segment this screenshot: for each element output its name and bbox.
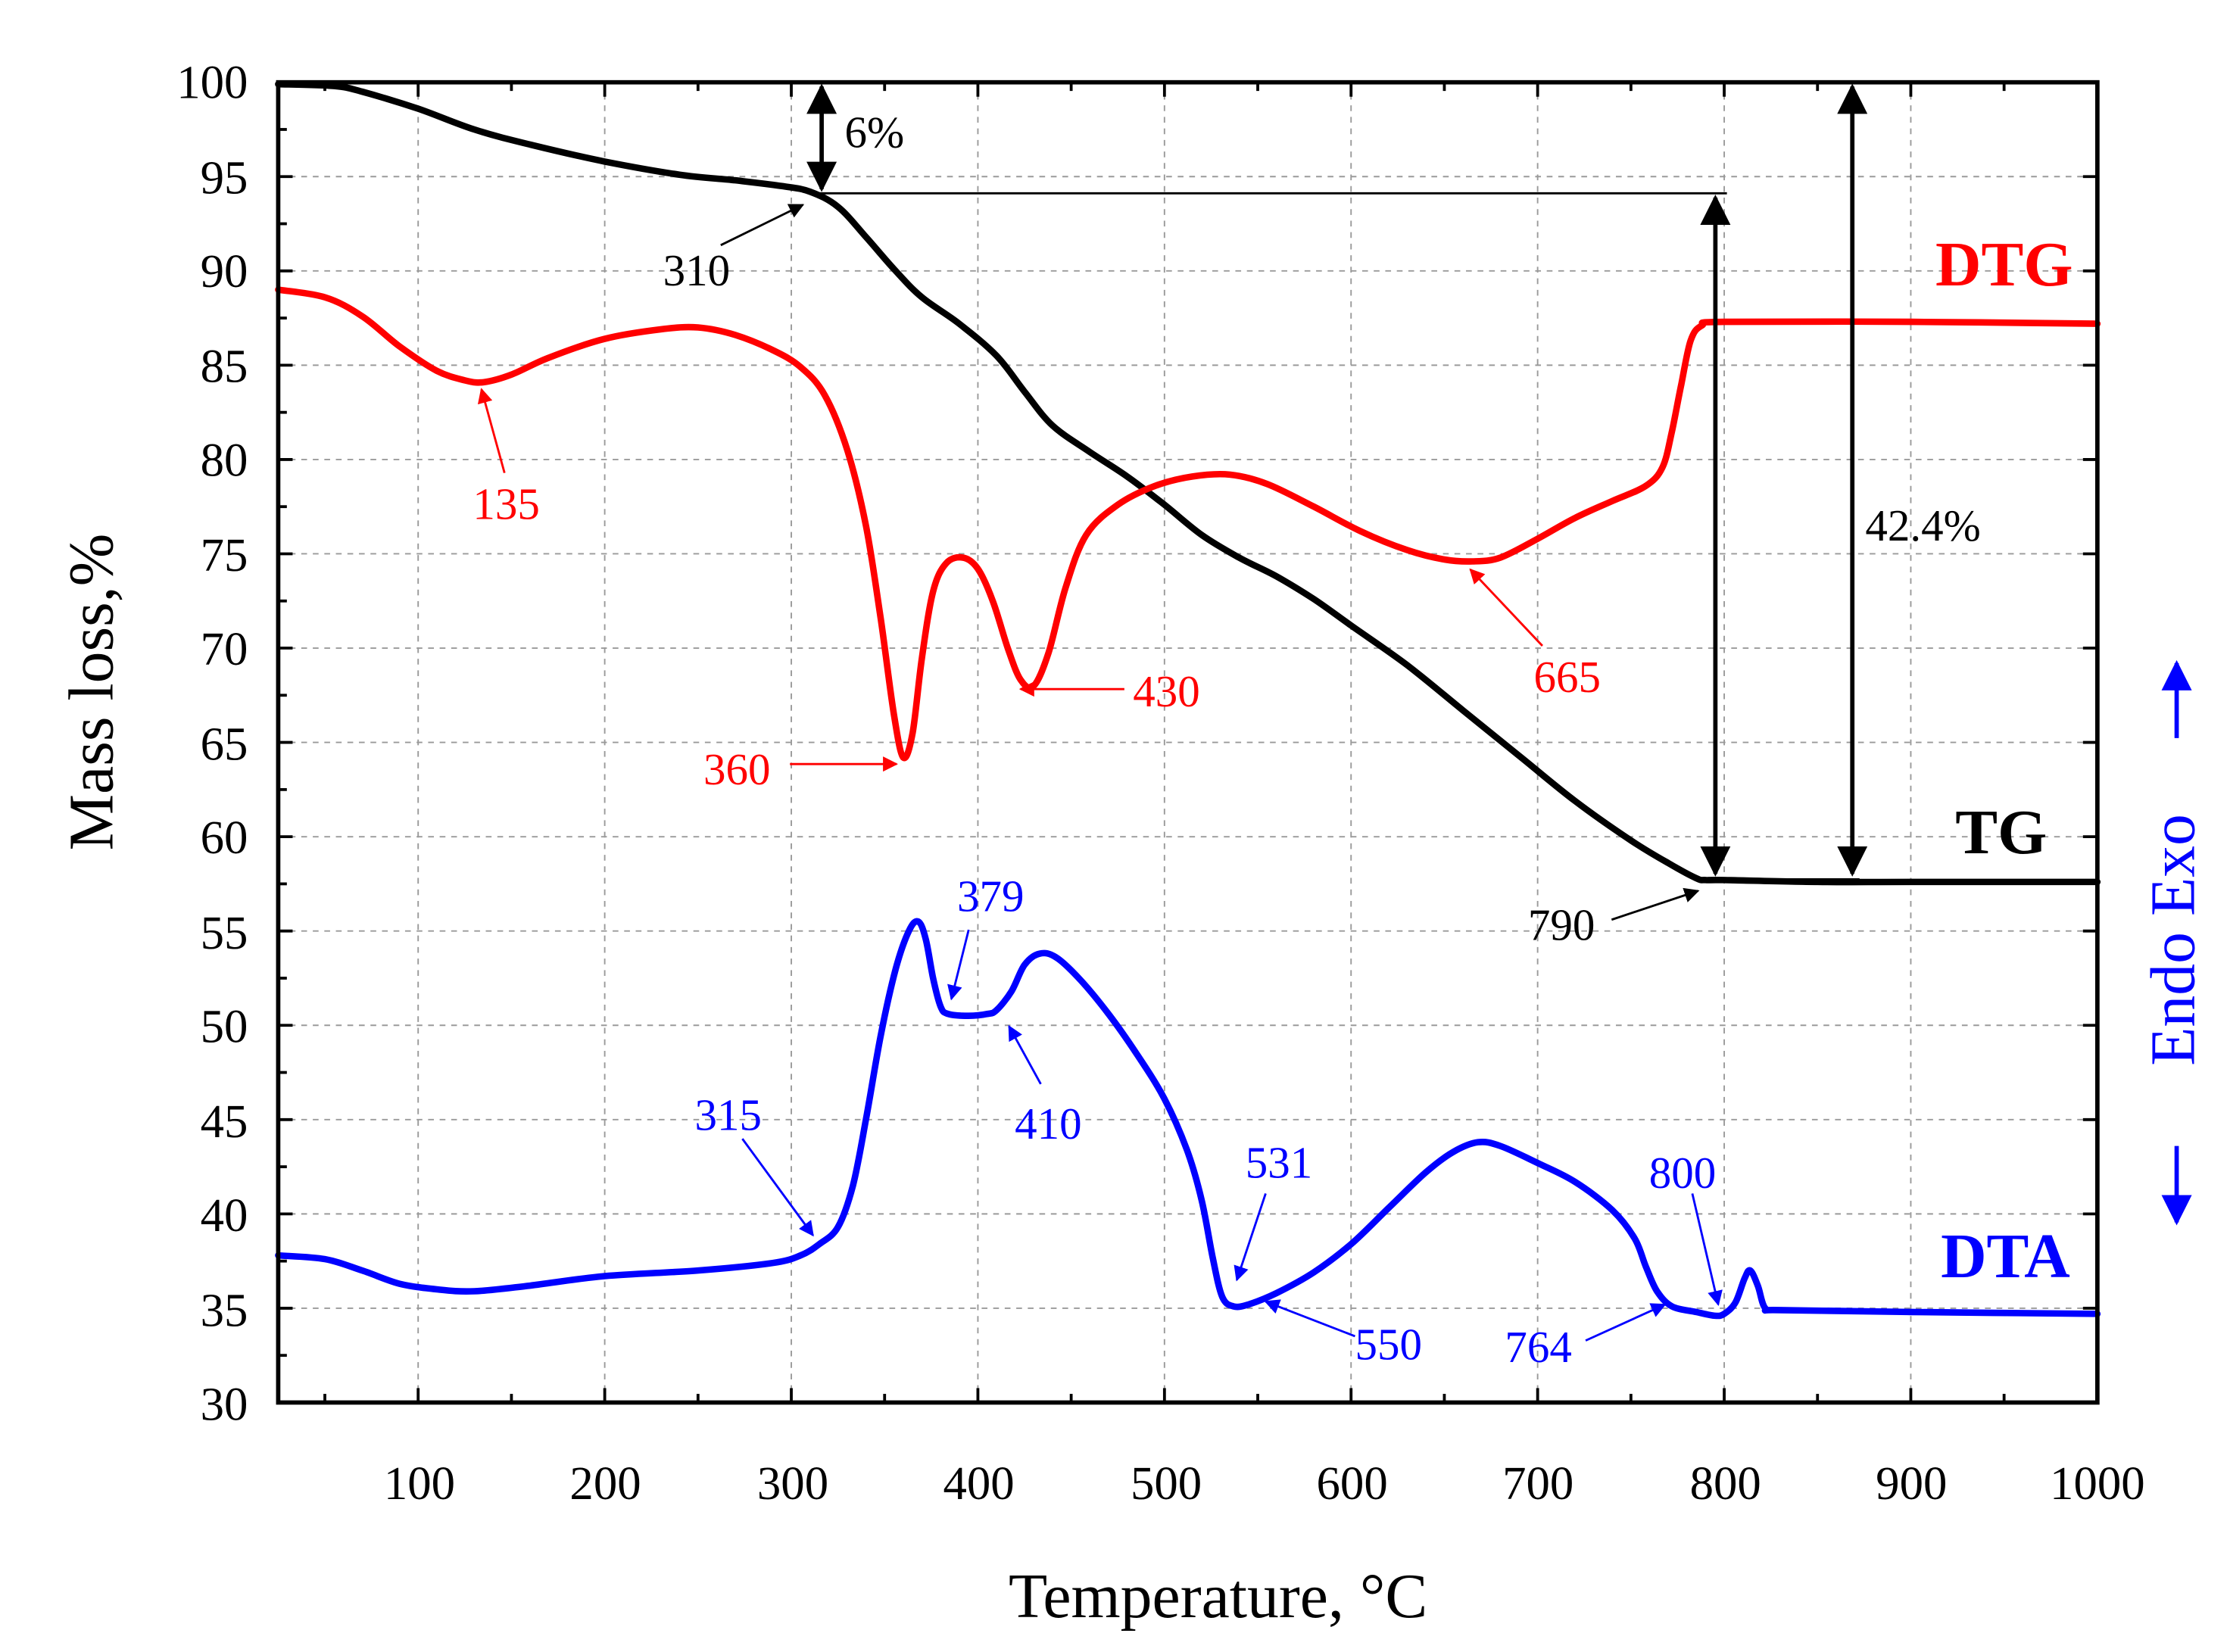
arrow-665 [1469, 568, 1543, 647]
arrow-315 [741, 1138, 814, 1237]
annotation-430: 430 [1133, 666, 1200, 716]
dtg-curve [275, 286, 2101, 762]
annotation-410: 410 [1015, 1099, 1081, 1149]
y-tick-label: 95 [201, 151, 248, 204]
y-tick-label: 30 [201, 1377, 248, 1430]
y-tick-label: 90 [201, 245, 248, 298]
y-tick-label: 85 [201, 340, 248, 393]
y-tick-label: 50 [201, 1000, 248, 1053]
arrow-135 [477, 388, 506, 473]
mass-loss-brackets [278, 81, 1868, 881]
arrow-550 [1264, 1299, 1355, 1338]
annotation-764: 764 [1505, 1322, 1572, 1372]
x-tick-label: 600 [1317, 1457, 1388, 1510]
annotation-790: 790 [1528, 899, 1595, 949]
x-tick-labels: 100 200 300 400 500 600 700 800 900 1000 [384, 1457, 2145, 1510]
annotations: 6% 310 42.4% 790 135 360 430 665 379 410… [473, 107, 1980, 1372]
annotation-135: 135 [473, 479, 540, 529]
y-axis-title: Mass loss,% [56, 534, 126, 851]
x-tick-label: 400 [943, 1457, 1014, 1510]
arrow-800 [1691, 1193, 1723, 1306]
annotation-800: 800 [1649, 1148, 1717, 1198]
annotation-379: 379 [957, 871, 1025, 921]
arrow-764 [1585, 1303, 1667, 1342]
arrow-310 [720, 204, 805, 247]
annotation-310: 310 [663, 245, 731, 295]
curves [275, 80, 2101, 1320]
tg-curve [275, 80, 2101, 886]
annotation-665: 665 [1534, 652, 1601, 702]
annotation-42pct: 42.4% [1865, 500, 1980, 550]
annotation-360: 360 [703, 744, 770, 794]
endo-exo-axis: Endo Exo [2138, 659, 2208, 1226]
annotation-550: 550 [1355, 1319, 1421, 1369]
y-tick-label: 65 [201, 717, 248, 770]
x-tick-label: 700 [1502, 1457, 1573, 1510]
dtg-label: DTG [1935, 229, 2073, 300]
annotation-315: 315 [695, 1090, 763, 1140]
tg-label: TG [1955, 797, 2047, 868]
x-tick-label: 1000 [2050, 1457, 2145, 1510]
y-tick-label: 40 [201, 1189, 248, 1242]
endo-exo-label: Endo Exo [2138, 814, 2208, 1066]
y-tick-labels: 30 35 40 45 50 55 60 65 70 75 80 85 90 9… [176, 56, 248, 1431]
arrow-531 [1234, 1192, 1267, 1282]
y-tick-label: 100 [176, 56, 248, 109]
x-axis-title: Temperature, °C [1009, 1561, 1427, 1632]
x-tick-label: 900 [1876, 1457, 1947, 1510]
y-tick-label: 60 [201, 811, 248, 864]
grid [278, 82, 2097, 1403]
x-tick-label: 200 [569, 1457, 641, 1510]
arrow-379 [947, 929, 970, 1001]
x-tick-label: 500 [1131, 1457, 1202, 1510]
y-tick-label: 55 [201, 906, 248, 959]
y-tick-label: 70 [201, 622, 248, 675]
annotation-arrows [477, 204, 1723, 1342]
y-tick-label: 75 [201, 528, 248, 581]
dta-label: DTA [1941, 1221, 2070, 1292]
x-tick-label: 300 [757, 1457, 828, 1510]
y-tick-label: 80 [201, 433, 248, 486]
dta-curve [275, 918, 2101, 1320]
arrow-410 [1008, 1024, 1042, 1085]
arrow-790 [1611, 887, 1700, 921]
annotation-531: 531 [1246, 1137, 1313, 1187]
x-tick-label: 100 [384, 1457, 455, 1510]
y-tick-label: 45 [201, 1095, 248, 1148]
y-tick-label: 35 [201, 1284, 248, 1337]
x-tick-label: 800 [1690, 1457, 1761, 1510]
annotation-6pct: 6% [845, 107, 905, 157]
